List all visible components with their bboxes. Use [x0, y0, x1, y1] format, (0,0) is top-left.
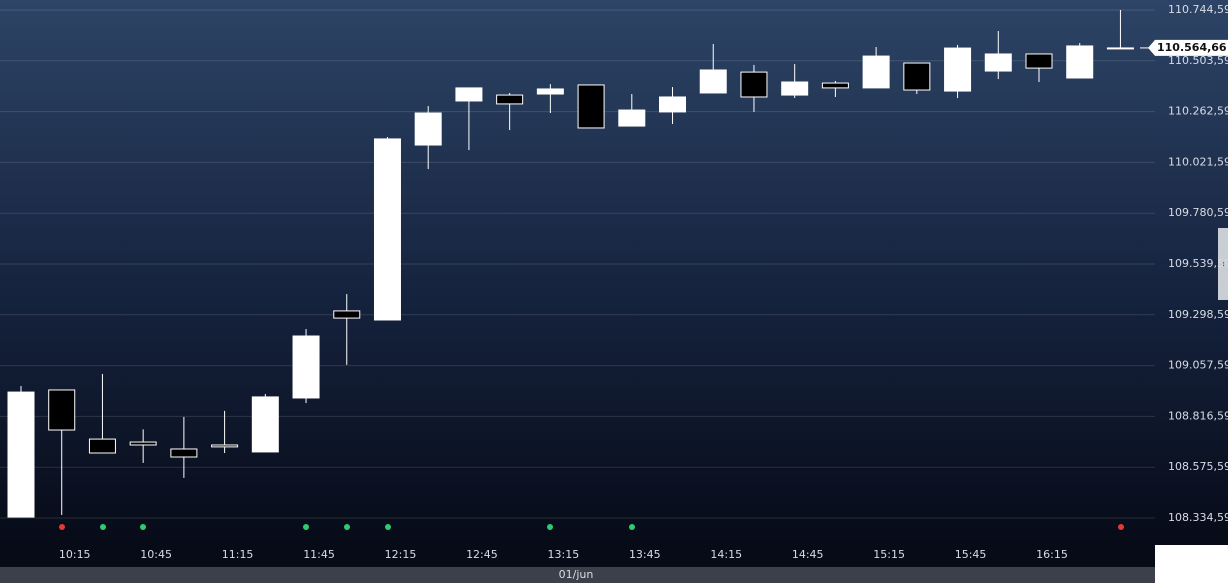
candle-body: [577, 84, 605, 129]
x-tick-label: 15:15: [873, 548, 905, 561]
candle-body: [1066, 45, 1094, 79]
candle-body: [1025, 53, 1053, 69]
signal-dot: [100, 524, 106, 530]
x-tick-label: 12:45: [466, 548, 498, 561]
signal-dot: [629, 524, 635, 530]
candle-body: [496, 94, 524, 105]
x-axis-band: [0, 545, 1155, 567]
candle-body: [821, 82, 849, 89]
candle-body: [536, 88, 564, 95]
signal-dot: [303, 524, 309, 530]
candle-body: [7, 391, 35, 518]
y-tick-label: 109.539,59: [1168, 257, 1228, 270]
side-tab[interactable]: [1218, 228, 1228, 300]
y-tick-label: 110.744,59: [1168, 3, 1228, 16]
signal-dot: [385, 524, 391, 530]
plot-background: [0, 0, 1228, 545]
y-tick-label: 109.298,59: [1168, 308, 1228, 321]
signal-dot: [547, 524, 553, 530]
x-tick-label: 10:45: [140, 548, 172, 561]
candle-body: [659, 96, 687, 113]
y-tick-label: 110.262,59: [1168, 105, 1228, 118]
x-tick-label: 13:45: [629, 548, 661, 561]
candle-body: [862, 55, 890, 89]
candle-body: [48, 389, 76, 431]
candle-body: [292, 335, 320, 399]
x-tick-label: 10:15: [59, 548, 91, 561]
candle-body: [740, 71, 768, 98]
signal-dot: [344, 524, 350, 530]
x-tick-label: 13:15: [548, 548, 580, 561]
candle-body: [373, 138, 401, 321]
candle-body: [251, 396, 279, 453]
x-tick-label: 14:15: [710, 548, 742, 561]
signal-dot: [140, 524, 146, 530]
signals: [59, 524, 1124, 530]
y-tick-label: 109.780,59: [1168, 206, 1228, 219]
x-tick-label: 11:15: [222, 548, 254, 561]
last-price-label: 110.564,66: [1157, 41, 1227, 54]
candle-body: [618, 109, 646, 127]
candle-body: [333, 310, 361, 319]
x-tick-label: 14:45: [792, 548, 824, 561]
x-tick-label: 12:15: [385, 548, 417, 561]
y-tick-label: 109.057,59: [1168, 359, 1228, 372]
candle-body: [781, 81, 809, 96]
x-tick-label: 16:15: [1036, 548, 1068, 561]
candle-body: [984, 53, 1012, 72]
x-tick-label: 11:45: [303, 548, 335, 561]
candle-body: [944, 47, 972, 92]
signal-dot: [1118, 524, 1124, 530]
candle-body: [1106, 47, 1134, 50]
candle-body: [129, 441, 157, 446]
candle-body: [414, 112, 442, 146]
last-price-tag: [1148, 39, 1228, 56]
candle-body: [211, 444, 239, 448]
x-tick-label: 15:45: [955, 548, 987, 561]
candle-body: [903, 62, 931, 91]
signal-dot: [59, 524, 65, 530]
y-tick-label: 108.334,59: [1168, 511, 1228, 524]
side-tab-icon[interactable]: ‹: [1221, 259, 1225, 270]
candle-body: [88, 438, 116, 454]
y-tick-label: 110.503,59: [1168, 54, 1228, 67]
y-tick-label: 108.575,59: [1168, 460, 1228, 473]
date-label: 01/jun: [559, 568, 594, 581]
candle-body: [170, 448, 198, 458]
y-tick-label: 110.021,59: [1168, 155, 1228, 168]
y-tick-label: 108.816,59: [1168, 409, 1228, 422]
date-bar: [0, 567, 1155, 583]
candle-body: [455, 87, 483, 102]
candle-body: [699, 69, 727, 94]
